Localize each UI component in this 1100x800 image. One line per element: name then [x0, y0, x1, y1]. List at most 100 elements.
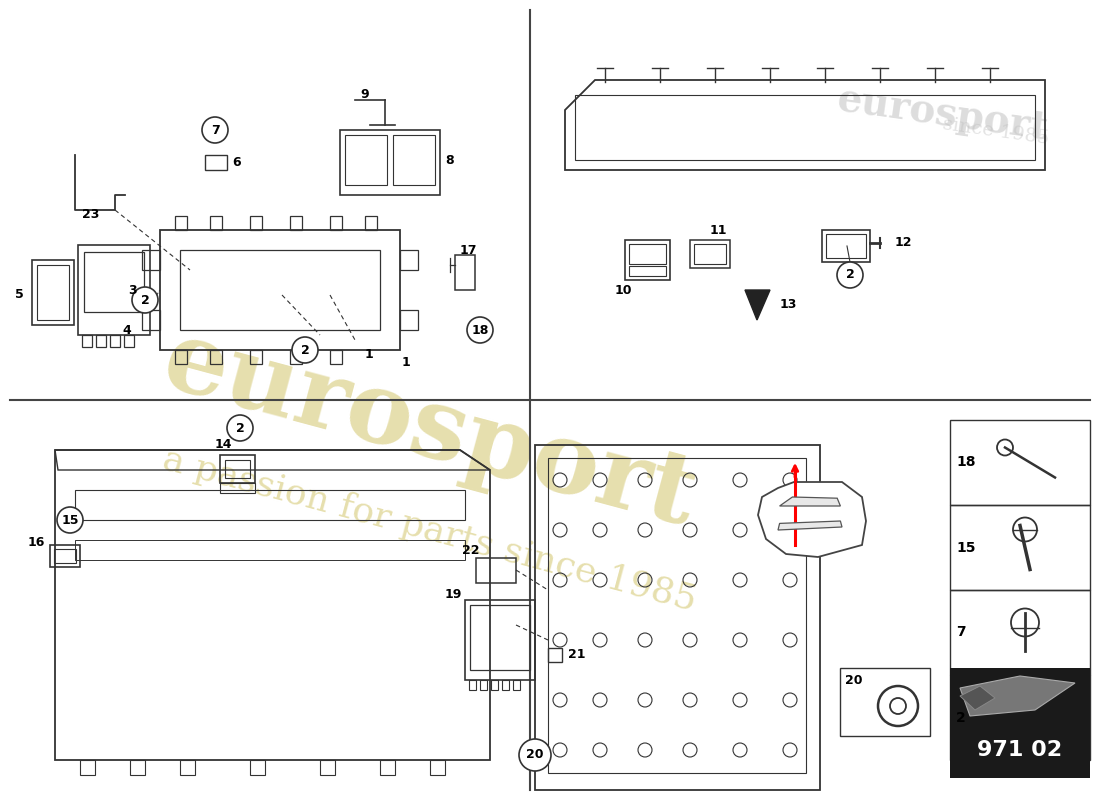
- Circle shape: [468, 317, 493, 343]
- Bar: [400, 310, 418, 330]
- Bar: [491, 680, 498, 690]
- Bar: [78, 245, 150, 335]
- Circle shape: [837, 262, 864, 288]
- Text: 18: 18: [956, 455, 976, 470]
- Bar: [96, 335, 106, 347]
- Bar: [110, 335, 120, 347]
- Bar: [180, 760, 195, 775]
- Text: 13: 13: [780, 298, 798, 311]
- Bar: [629, 244, 666, 264]
- Text: 7: 7: [210, 123, 219, 137]
- Bar: [75, 490, 465, 520]
- Bar: [175, 350, 187, 364]
- Bar: [840, 668, 929, 736]
- Text: 5: 5: [15, 289, 24, 302]
- Bar: [290, 216, 303, 230]
- Text: 2: 2: [235, 422, 244, 434]
- Text: 2: 2: [300, 343, 309, 357]
- Bar: [82, 335, 92, 347]
- Text: 6: 6: [232, 155, 241, 169]
- Text: 21: 21: [568, 649, 585, 662]
- Bar: [513, 680, 520, 690]
- Bar: [250, 760, 265, 775]
- Circle shape: [292, 337, 318, 363]
- Text: a passion for parts since 1985: a passion for parts since 1985: [160, 442, 701, 618]
- Polygon shape: [745, 290, 770, 320]
- Bar: [950, 420, 1090, 505]
- Bar: [220, 483, 255, 493]
- Bar: [379, 760, 395, 775]
- Bar: [480, 680, 487, 690]
- Text: 4: 4: [122, 323, 131, 337]
- Bar: [80, 760, 95, 775]
- Bar: [822, 230, 870, 262]
- Text: 2: 2: [956, 710, 966, 725]
- Bar: [226, 460, 250, 478]
- Text: 18: 18: [471, 323, 488, 337]
- Text: 3: 3: [128, 283, 136, 297]
- Text: eurosport: eurosport: [153, 312, 707, 548]
- Text: 2: 2: [141, 294, 150, 306]
- Text: eurosport: eurosport: [834, 80, 1050, 147]
- Bar: [75, 540, 465, 560]
- Polygon shape: [960, 676, 1075, 716]
- Polygon shape: [960, 686, 996, 710]
- Text: 19: 19: [446, 589, 462, 602]
- Text: 15: 15: [62, 514, 79, 526]
- Bar: [142, 310, 160, 330]
- Bar: [320, 760, 336, 775]
- Text: since 1985: since 1985: [942, 115, 1050, 148]
- Text: 7: 7: [956, 626, 966, 639]
- Bar: [32, 260, 74, 325]
- Text: 17: 17: [460, 243, 477, 257]
- Text: 23: 23: [82, 209, 99, 222]
- Circle shape: [132, 287, 158, 313]
- Bar: [548, 648, 562, 662]
- Bar: [455, 255, 475, 290]
- Bar: [210, 350, 222, 364]
- Bar: [345, 135, 387, 185]
- Bar: [629, 266, 666, 276]
- Bar: [690, 240, 730, 268]
- Bar: [330, 216, 342, 230]
- Text: 9: 9: [360, 89, 368, 102]
- Bar: [548, 458, 806, 773]
- Bar: [950, 590, 1090, 675]
- Bar: [84, 252, 144, 312]
- Circle shape: [519, 739, 551, 771]
- Bar: [469, 680, 476, 690]
- Bar: [340, 130, 440, 195]
- Bar: [575, 95, 1035, 160]
- Bar: [290, 350, 303, 364]
- Bar: [365, 216, 377, 230]
- Bar: [470, 605, 530, 670]
- Text: 10: 10: [615, 283, 632, 297]
- Text: 22: 22: [462, 545, 480, 558]
- Bar: [465, 600, 535, 680]
- Polygon shape: [758, 482, 866, 557]
- Bar: [950, 505, 1090, 590]
- Text: 1: 1: [402, 355, 410, 369]
- Text: 12: 12: [895, 237, 913, 250]
- Text: 971 02: 971 02: [978, 740, 1063, 760]
- Polygon shape: [778, 521, 842, 530]
- Text: 15: 15: [956, 541, 976, 554]
- Bar: [393, 135, 434, 185]
- Bar: [250, 350, 262, 364]
- Bar: [476, 558, 516, 583]
- Circle shape: [227, 415, 253, 441]
- Bar: [950, 675, 1090, 760]
- Text: 20: 20: [845, 674, 862, 686]
- Circle shape: [202, 117, 228, 143]
- Bar: [54, 549, 76, 563]
- Bar: [694, 244, 726, 264]
- Bar: [142, 250, 160, 270]
- Bar: [400, 250, 418, 270]
- Text: 1: 1: [365, 349, 374, 362]
- Bar: [330, 350, 342, 364]
- Text: 20: 20: [526, 749, 543, 762]
- Bar: [950, 668, 1090, 778]
- Bar: [250, 216, 262, 230]
- Bar: [220, 455, 255, 483]
- Bar: [502, 680, 509, 690]
